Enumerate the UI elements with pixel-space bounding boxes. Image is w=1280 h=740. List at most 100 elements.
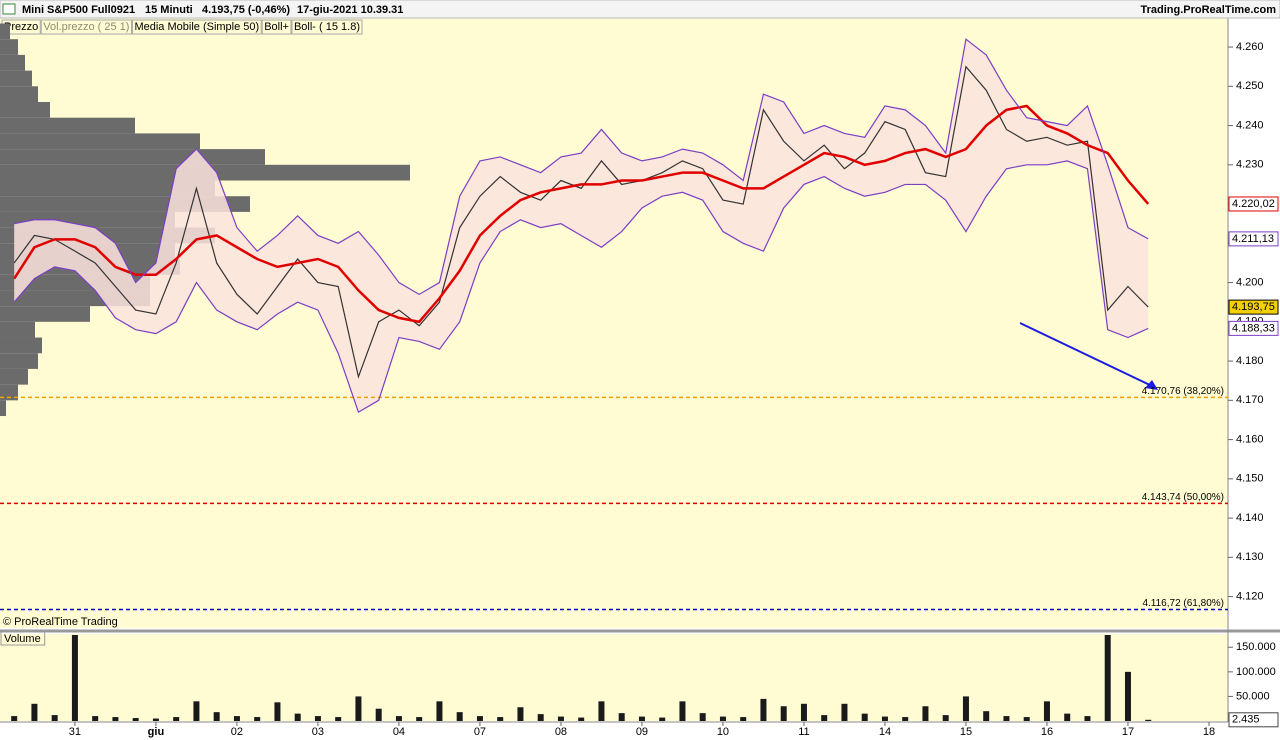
- volume-bar: [416, 717, 423, 721]
- volume-profile-bar: [0, 117, 135, 134]
- volume-bar: [294, 713, 301, 721]
- volume-bar: [456, 712, 463, 721]
- volume-bar: [132, 718, 139, 721]
- level-label: 4.170,76 (38,20%): [1142, 386, 1224, 397]
- volume-profile-bar: [0, 353, 38, 369]
- volume-bar: [254, 717, 261, 721]
- volume-bar: [233, 716, 240, 721]
- panel-title: Volume: [4, 633, 41, 645]
- volume-bar: [71, 634, 78, 721]
- series-line: [13, 160, 1149, 413]
- x-tick-label: 07: [474, 726, 486, 738]
- volume-bar: [740, 717, 747, 721]
- volume-profile-bar: [0, 321, 35, 338]
- copyright: © ProRealTime Trading: [3, 616, 118, 628]
- timeframe: 15 Minuti: [145, 4, 193, 16]
- header-icon[interactable]: [2, 3, 16, 15]
- volume-bar: [578, 717, 585, 721]
- quote: 4.193,75 (-0,46%): [202, 4, 290, 16]
- volume-bar: [497, 717, 504, 721]
- legend: Prezzo Vol.prezzo ( 25 1) Media Mobile (Si…: [1, 19, 363, 35]
- volume-bar: [31, 703, 38, 721]
- volume-bar: [1043, 701, 1050, 721]
- x-tick-label: 09: [636, 726, 648, 738]
- arrow-head: [1145, 380, 1158, 390]
- volume-bar: [213, 712, 220, 721]
- x-tick-label: 02: [231, 726, 243, 738]
- volume-bar: [92, 716, 99, 721]
- volume-profile-bar: [0, 86, 38, 103]
- volume-bar: [1145, 719, 1152, 721]
- legend-entry: Boll- ( 15 1.8): [294, 21, 360, 33]
- level-label: 4.116,72 (61,80%): [1142, 598, 1224, 609]
- series-line: [13, 104, 1150, 324]
- header: Mini S&P500 Full0921 15 Minuti 4.193,75 …: [0, 0, 1280, 19]
- volume-bar: [193, 701, 200, 721]
- x-tick-label: 18: [1203, 726, 1215, 738]
- y-tick-label: 4.160: [1236, 433, 1264, 445]
- volume-bar: [51, 715, 58, 721]
- volume-bar: [1023, 717, 1030, 721]
- series-line: [13, 65, 1149, 379]
- legend-entry: Vol.prezzo ( 25 1): [43, 21, 129, 33]
- series-line: [14, 38, 1149, 296]
- y-tick-label: 4.120: [1236, 591, 1264, 603]
- volume-profile-bar: [0, 70, 32, 87]
- volume-bar: [679, 701, 686, 721]
- volume-bar: [173, 717, 180, 721]
- y-tick-label: 4.150: [1236, 473, 1264, 485]
- x-tick-label: 14: [879, 726, 891, 738]
- x-tick-label: 16: [1041, 726, 1053, 738]
- y-tick-label: 4.250: [1236, 80, 1264, 92]
- value-box-label: 4.188,33: [1232, 322, 1275, 334]
- x-tick-label: 15: [960, 726, 972, 738]
- value-box: [1228, 196, 1279, 212]
- volume-bar: [780, 706, 787, 721]
- volume-profile-bar: [0, 133, 200, 150]
- volume-bar: [881, 716, 888, 721]
- volume-bar: [800, 703, 807, 721]
- x-tick-label: 17: [1122, 726, 1134, 738]
- volume-bar: [659, 717, 666, 721]
- volume-profile-bar: [0, 180, 215, 197]
- y-tick-label: 4.200: [1236, 276, 1264, 288]
- band-fill: [14, 39, 1149, 413]
- volume-profile-bar: [0, 384, 18, 401]
- volume-bar: [821, 715, 828, 721]
- x-tick-label: giu: [148, 726, 165, 738]
- volume-bar: [112, 717, 119, 721]
- annotation-arrow: [1019, 322, 1153, 387]
- value-box-label: 4.211,13: [1232, 233, 1274, 245]
- volume-bar: [152, 718, 159, 721]
- value-box: [1228, 299, 1279, 315]
- legend-box: [131, 19, 262, 35]
- volume-bar: [314, 716, 321, 721]
- volume-profile-bar: [0, 149, 265, 165]
- volume-bar: [1104, 634, 1111, 721]
- header-bar: [0, 0, 1280, 19]
- volume-bar: [517, 707, 524, 721]
- volume-bar: [557, 716, 564, 721]
- legend-entry: Boll+: [264, 21, 289, 33]
- volume-bar: [618, 713, 625, 721]
- site: Trading.ProRealTime.com: [1140, 4, 1276, 16]
- y-tick-label: 4.140: [1236, 512, 1264, 524]
- volume-bar: [395, 716, 402, 721]
- volume-bar: [962, 696, 969, 721]
- volume-bar: [861, 713, 868, 721]
- y-tick-label: 4.170: [1236, 394, 1264, 406]
- instrument: Mini S&P500 Full0921: [22, 4, 135, 16]
- volume-bar: [537, 714, 544, 721]
- value-box-label: 4.220,02: [1232, 198, 1275, 210]
- volume-bar: [922, 706, 929, 721]
- volume-profile-bar: [0, 39, 18, 55]
- x-tick-label: 03: [312, 726, 324, 738]
- y-tick-label: 4.230: [1236, 159, 1264, 171]
- x-tick-label: 31: [69, 726, 81, 738]
- volume-bar: [355, 696, 362, 721]
- y-tick-label: 4.260: [1236, 41, 1264, 53]
- datetime: 17-giu-2021 10.39.31: [297, 4, 403, 16]
- value-box-label: 2.435: [1232, 714, 1260, 726]
